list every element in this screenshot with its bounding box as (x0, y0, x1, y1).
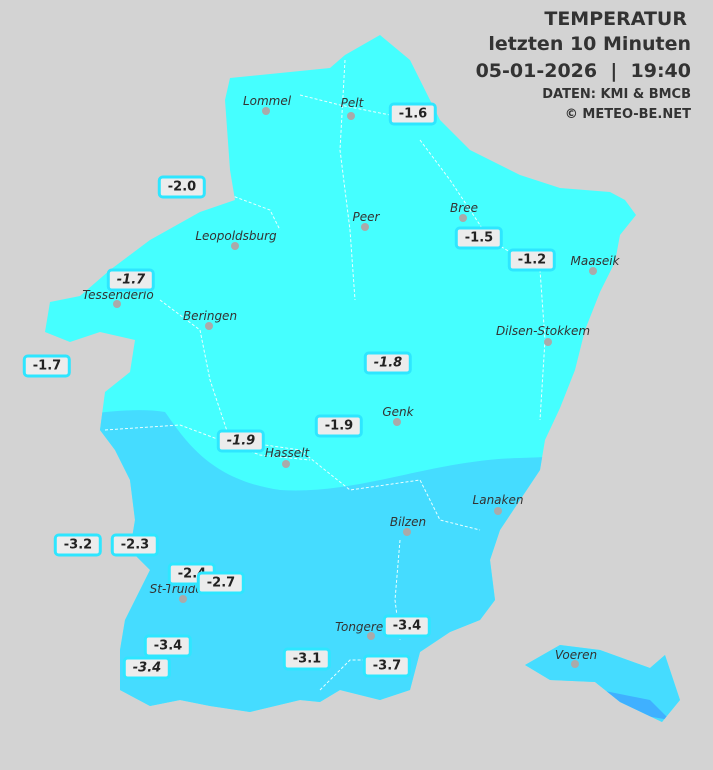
city-marker (113, 300, 121, 308)
city-label: Tongeren (335, 620, 391, 634)
city-label: Genk (382, 405, 414, 419)
city-label: St-Truiden (149, 582, 211, 596)
city-label: Maaseik (570, 254, 620, 268)
temperature-label: -3.4 (122, 656, 172, 680)
city-label: Pelt (340, 96, 364, 110)
data-source: DATEN: KMI & BMCB (542, 87, 691, 102)
temperature-label: -1.2 (507, 248, 557, 272)
temperature-label: -1.7 (22, 354, 72, 378)
temperature-label: -1.7 (106, 268, 156, 292)
city-label: Leopoldsburg (195, 229, 277, 243)
temperature-label: -2.0 (157, 175, 207, 199)
zone-southeast (600, 690, 670, 720)
map-subtitle: letzten 10 Minuten (488, 33, 691, 55)
city-marker (403, 528, 411, 536)
city-label: Bilzen (389, 515, 427, 529)
copyright: © METEO-BE.NET (564, 107, 691, 122)
city-label: Dilsen-Stokkem (495, 324, 591, 338)
city-marker (544, 338, 552, 346)
city-marker (262, 107, 270, 115)
temperature-label: -2.3 (110, 533, 160, 557)
city-label: Lanaken (472, 493, 524, 507)
city-marker (589, 267, 597, 275)
city-label: Bree (450, 201, 478, 215)
temperature-label: -1.6 (388, 102, 438, 126)
city-marker (393, 418, 401, 426)
temperature-label: -1.8 (363, 351, 413, 375)
city-marker (231, 242, 239, 250)
city-marker (282, 460, 290, 468)
temperature-label: -2.7 (196, 571, 246, 595)
city-marker (179, 595, 187, 603)
temperature-label: -3.2 (53, 533, 103, 557)
city-label: Hasselt (264, 446, 310, 460)
city-marker (571, 660, 579, 668)
temperature-label: -3.4 (143, 634, 193, 658)
city-marker (494, 507, 502, 515)
city-label: Tessenderlo (82, 288, 154, 302)
map-datetime: 05-01-2026 | 19:40 (475, 60, 691, 82)
temperature-label: -1.5 (454, 226, 504, 250)
city-marker (459, 214, 467, 222)
temperature-label: -3.4 (382, 614, 432, 638)
city-marker (347, 112, 355, 120)
city-marker (361, 223, 369, 231)
map-title: TEMPERATUR (544, 8, 687, 30)
temperature-label: -1.9 (216, 429, 266, 453)
city-label: Peer (352, 210, 380, 224)
temperature-label: -3.1 (282, 647, 332, 671)
city-label: Lommel (242, 94, 292, 108)
temperature-label: -3.7 (362, 654, 412, 678)
city-label: Voeren (554, 648, 598, 662)
city-label: Beringen (182, 309, 238, 323)
temperature-label: -1.9 (314, 414, 364, 438)
city-marker (205, 322, 213, 330)
city-marker (367, 632, 375, 640)
